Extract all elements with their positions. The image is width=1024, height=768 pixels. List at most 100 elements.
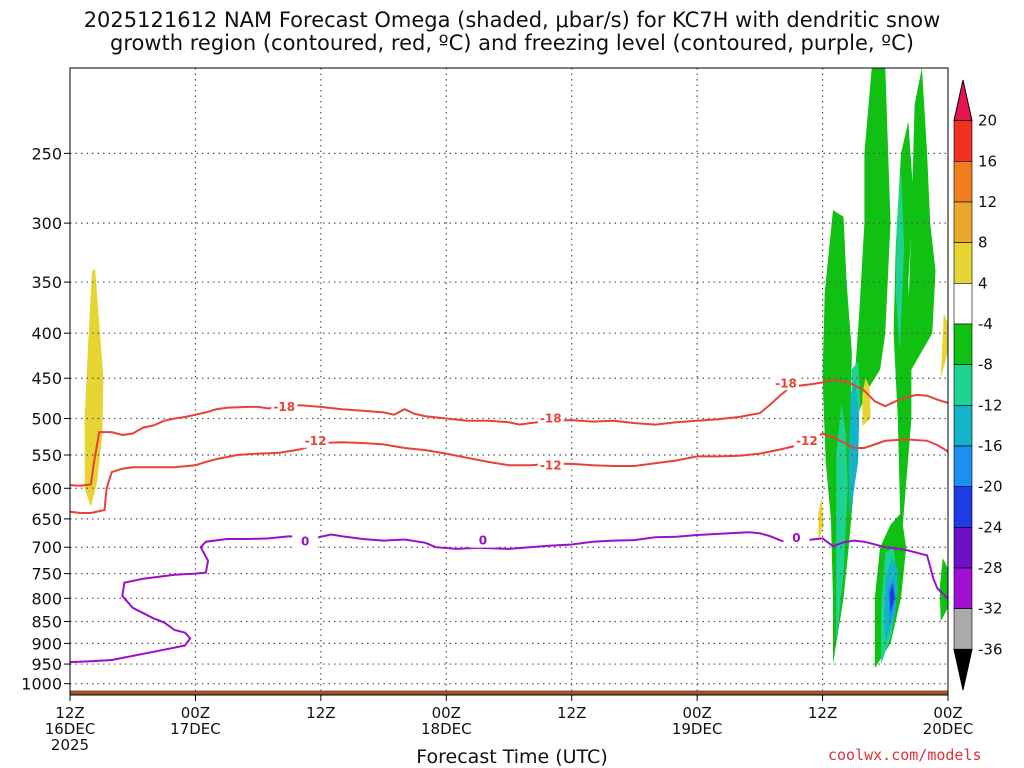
colorbar-label-10: -24 (978, 518, 1003, 536)
x-tick-label-36-1: 18DEC (421, 720, 472, 738)
x-tick-label-12-1: 17DEC (170, 720, 221, 738)
contour-label-2-1: 0 (479, 534, 487, 548)
contour-label-bg-2-0 (292, 533, 319, 549)
contour-label-2-0: 0 (301, 535, 309, 549)
plot-frame (69, 67, 949, 696)
colorbar-label-5: -4 (978, 315, 993, 333)
y-tick-label-800: 800 (31, 589, 62, 608)
colorbar-label-13: -36 (978, 640, 1003, 658)
y-tick-label-900: 900 (31, 634, 62, 653)
colorbar-bottom-arrow (953, 648, 973, 691)
colorbar-box-6 (953, 323, 973, 365)
terrain-band (70, 690, 948, 695)
omega-region-2 (851, 68, 891, 419)
omega-region-10 (895, 168, 905, 352)
contour-label-1-0: -12 (305, 434, 327, 448)
x-tick-label-0-2: 2025 (51, 736, 89, 754)
y-tick-label-700: 700 (31, 538, 62, 557)
y-tick-label-600: 600 (31, 479, 62, 498)
y-tick-label-350: 350 (31, 273, 62, 292)
colorbar-box-5 (953, 283, 973, 325)
contour-label-0-0: -18 (273, 400, 295, 414)
contour-line-0 (69, 378, 949, 487)
colorbar-box-8 (953, 405, 973, 447)
y-tick-label-950: 950 (31, 655, 62, 674)
omega-region-6 (939, 558, 948, 622)
y-tick-label-850: 850 (31, 613, 62, 632)
omega-region-5 (908, 68, 936, 370)
colorbar-box-12 (953, 567, 973, 609)
x-tick-label-60-0: 00Z (682, 704, 711, 722)
colorbar-label-1: 16 (978, 152, 997, 170)
x-tick-label-36-0: 00Z (432, 704, 461, 722)
colorbar-top-arrow (953, 79, 973, 122)
x-tick-label-0-1: 16DEC (45, 720, 96, 738)
colorbar-label-4: 4 (978, 274, 988, 292)
contour-label-bg-2-2 (783, 529, 810, 545)
colorbar-label-3: 8 (978, 234, 988, 252)
y-tick-label-300: 300 (31, 214, 62, 233)
colorbar-label-2: 12 (978, 193, 997, 211)
omega-region-14 (889, 583, 895, 613)
colorbar-box-9 (953, 445, 973, 487)
contour-label-0-1: -18 (540, 412, 562, 426)
omega-region-17 (940, 313, 948, 379)
y-tick-label-450: 450 (31, 369, 62, 388)
colorbar-label-12: -32 (978, 600, 1003, 618)
colorbar-box-13 (953, 608, 973, 650)
contour-label-bg-0-2 (772, 375, 799, 391)
y-tick-label-1000: 1000 (21, 675, 62, 694)
contour-label-2-2: 0 (792, 531, 800, 545)
colorbar-box-10 (953, 486, 973, 528)
colorbar-label-6: -8 (978, 356, 993, 374)
x-tick-label-0-0: 12Z (55, 704, 84, 722)
y-axis: 250 300 350 400 450 500 550 600 650 700 750 800 850 9… (21, 144, 70, 694)
contour-lines (69, 378, 949, 664)
contour-label-bg-1-1 (537, 457, 564, 473)
colorbar-box-4 (953, 242, 973, 284)
colorbar-box-2 (953, 161, 973, 203)
grid-lines (70, 68, 948, 695)
contour-label-0-2: -18 (775, 376, 797, 390)
colorbar-label-0: 20 (978, 112, 997, 130)
x-tick-label-84-0: 00Z (933, 704, 962, 722)
colorbar-box-7 (953, 364, 973, 406)
contour-line-1 (69, 432, 949, 514)
contour-label-bg-1-2 (793, 432, 820, 448)
x-tick-label-72-0: 12Z (808, 704, 837, 722)
y-tick-label-750: 750 (31, 565, 62, 584)
y-tick-label-250: 250 (31, 144, 62, 163)
contour-label-bg-0-0 (271, 398, 298, 414)
contour-labels: -18 -18 -18 -12 -12 -12 0 0 0 (271, 375, 820, 549)
contour-label-bg-2-1 (469, 532, 496, 548)
x-tick-label-12-0: 00Z (181, 704, 210, 722)
colorbar-box-1 (953, 120, 973, 162)
chart-title-line2: growth region (contoured, red, ºC) and f… (110, 31, 914, 55)
y-tick-label-400: 400 (31, 324, 62, 343)
colorbar-box-11 (953, 527, 973, 569)
terrain-layer (70, 690, 948, 695)
x-tick-label-60-1: 19DEC (672, 720, 723, 738)
colorbar-label-8: -16 (978, 437, 1003, 455)
omega-region-7 (836, 402, 848, 644)
contour-label-1-2: -12 (796, 434, 818, 448)
x-tick-label-48-0: 12Z (557, 704, 586, 722)
contour-label-1-1: -12 (540, 458, 562, 472)
contour-label-bg-0-1 (537, 410, 564, 426)
colorbar-label-11: -28 (978, 559, 1003, 577)
y-tick-label-500: 500 (31, 410, 62, 429)
x-tick-label-24-0: 12Z (306, 704, 335, 722)
contour-line-2 (69, 531, 949, 664)
y-tick-label-550: 550 (31, 446, 62, 465)
x-tick-label-84-1: 20DEC (923, 720, 974, 738)
credit-link[interactable]: coolwx.com/models (828, 746, 982, 764)
x-axis-title: Forecast Time (UTC) (416, 746, 608, 768)
y-tick-label-650: 650 (31, 510, 62, 529)
chart-title-line1: 2025121612 NAM Forecast Omega (shaded, μ… (83, 8, 941, 32)
colorbar: 20 16 12 8 4 -4 -8 -12 -16 -20 -24 -28 -32 -36 (953, 79, 1003, 691)
colorbar-label-9: -20 (978, 478, 1003, 496)
contour-label-bg-1-0 (302, 432, 329, 448)
colorbar-box-3 (953, 201, 973, 243)
